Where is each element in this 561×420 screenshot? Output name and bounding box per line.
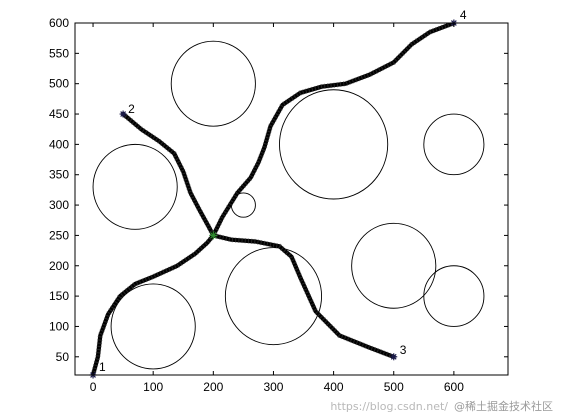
path-line-3 [211,233,396,359]
path-line-2 [121,111,216,238]
hub-marker [209,231,218,240]
y-tick-label: 400 [49,137,69,151]
x-tick-label: 0 [90,380,97,394]
obstacle-circle-3 [279,89,389,200]
x-tick-label: 300 [263,380,283,394]
watermark: https://blog.csdn.net/ @稀土掘金技术社区 [330,398,553,414]
watermark-brand: @稀土掘金技术社区 [454,400,553,413]
endpoint-marker-2 [119,110,127,118]
endpoint-label-1: 1 [99,360,106,374]
endpoint-marker-3 [390,353,398,361]
x-tick-label: 400 [324,380,344,394]
axes-frame [74,22,509,376]
endpoint-label-4: 4 [460,8,467,22]
labels-layer: 1 2 3 4 [99,8,467,374]
endpoint-label-2: 2 [128,102,135,116]
y-tick-label: 450 [49,107,69,121]
obstacle-circle-6 [110,283,196,370]
y-tick-label: 150 [49,289,69,303]
x-tick-label: 100 [143,380,163,394]
x-tick-label: 500 [384,380,404,394]
x-tick-label: 600 [444,380,464,394]
path-line-1 [90,233,216,375]
y-tick-label: 200 [49,259,69,273]
obstacle-circle-2 [92,143,178,230]
y-tick-label: 500 [49,77,69,91]
obstacle-circle-1 [170,40,256,127]
y-tick-label: 250 [49,228,69,242]
x-tick-label: 200 [203,380,223,394]
y-tick-label: 50 [56,350,70,364]
endpoint-label-3: 3 [400,343,407,357]
endpoint-marker-3-stroke [390,353,397,360]
y-tick-label: 350 [49,168,69,182]
obstacles-layer [92,40,485,370]
ticks-layer: 0 100 200 300 400 500 600 50 100 150 200 250 300 350 4… [49,16,508,394]
obstacle-circle-9 [423,265,485,327]
y-tick-label: 300 [49,198,69,212]
endpoint-marker-2-stroke [120,111,127,117]
y-tick-label: 550 [49,46,69,60]
y-tick-label: 100 [49,319,69,333]
hub-marker-stroke [210,232,217,239]
obstacle-circle-4 [423,113,485,176]
y-tick-label: 600 [49,16,69,30]
obstacle-circle-8 [351,222,437,309]
path-texture-4 [210,23,455,237]
paths-layer [90,23,456,375]
watermark-url: https://blog.csdn.net/ [330,400,448,413]
